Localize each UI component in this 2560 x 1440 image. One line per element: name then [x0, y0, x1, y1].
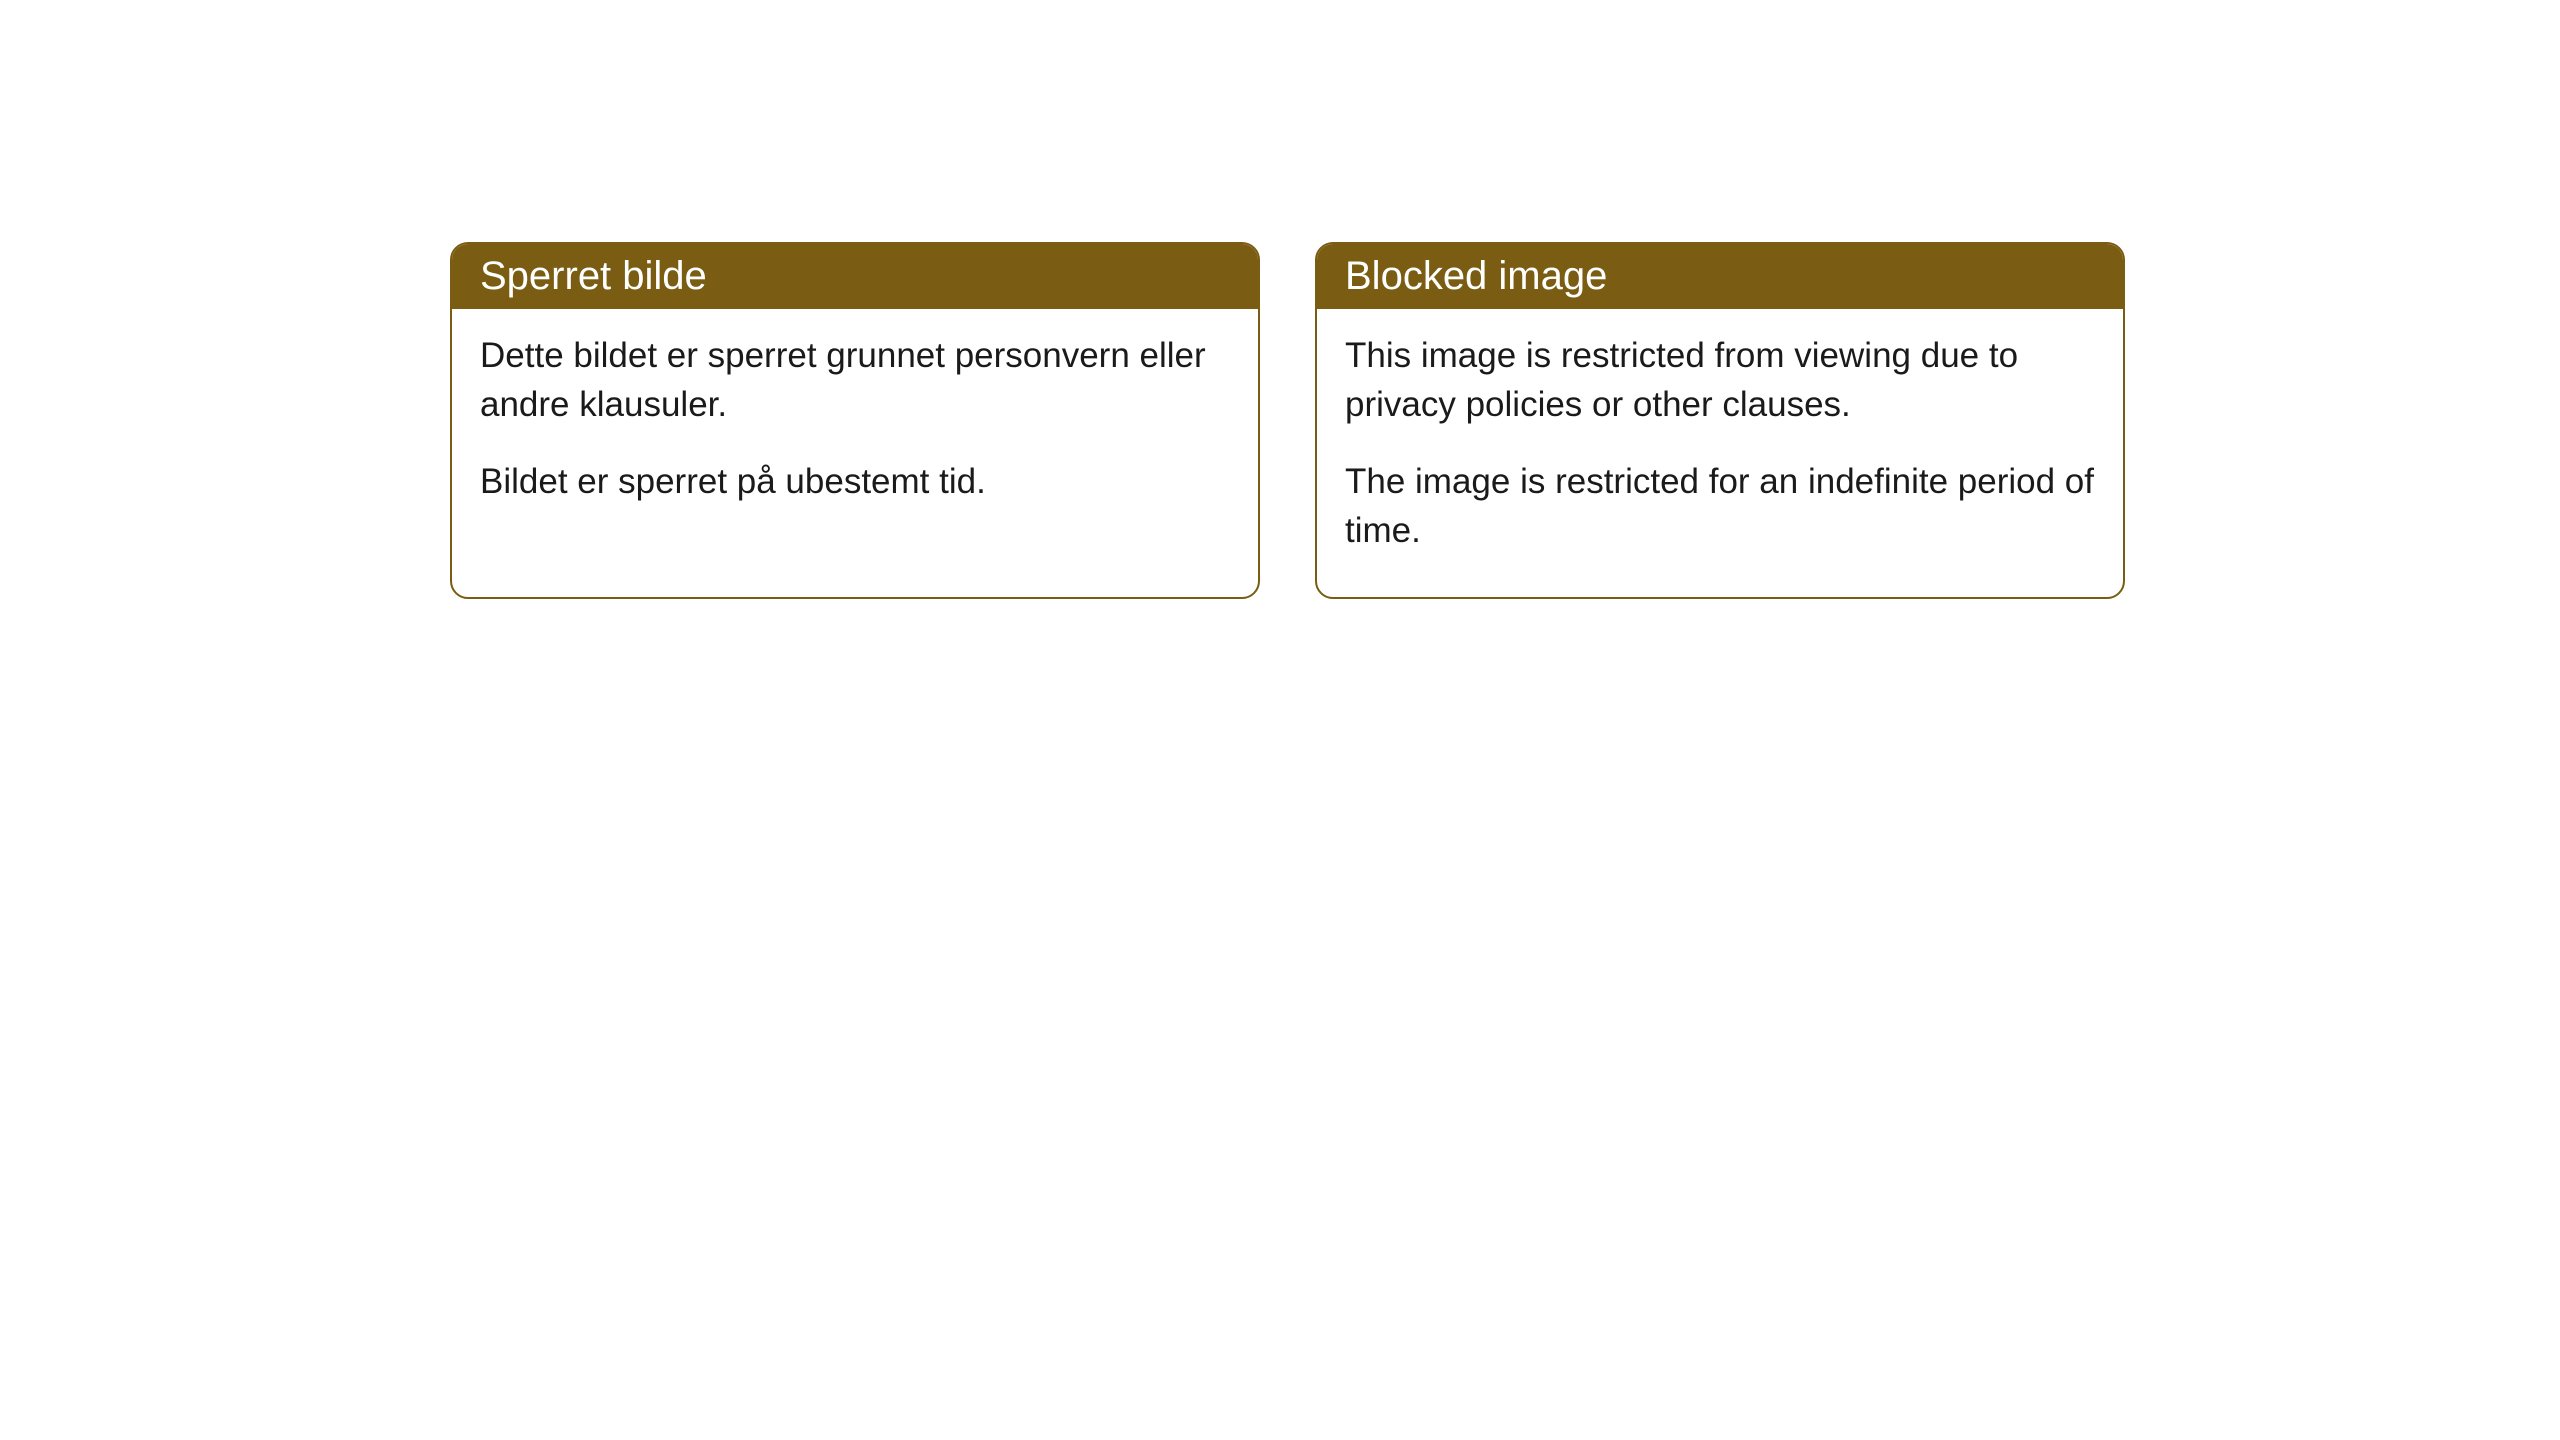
blocked-image-card-english: Blocked image This image is restricted f… — [1315, 242, 2125, 599]
card-body: This image is restricted from viewing du… — [1317, 309, 2123, 597]
card-paragraph: Bildet er sperret på ubestemt tid. — [480, 457, 1230, 506]
card-title: Blocked image — [1345, 254, 1607, 298]
blocked-image-card-norwegian: Sperret bilde Dette bildet er sperret gr… — [450, 242, 1260, 599]
card-header: Sperret bilde — [452, 244, 1258, 309]
card-paragraph: This image is restricted from viewing du… — [1345, 331, 2095, 429]
card-title: Sperret bilde — [480, 254, 707, 298]
cards-container: Sperret bilde Dette bildet er sperret gr… — [0, 0, 2560, 599]
card-paragraph: Dette bildet er sperret grunnet personve… — [480, 331, 1230, 429]
card-body: Dette bildet er sperret grunnet personve… — [452, 309, 1258, 548]
card-header: Blocked image — [1317, 244, 2123, 309]
card-paragraph: The image is restricted for an indefinit… — [1345, 457, 2095, 555]
